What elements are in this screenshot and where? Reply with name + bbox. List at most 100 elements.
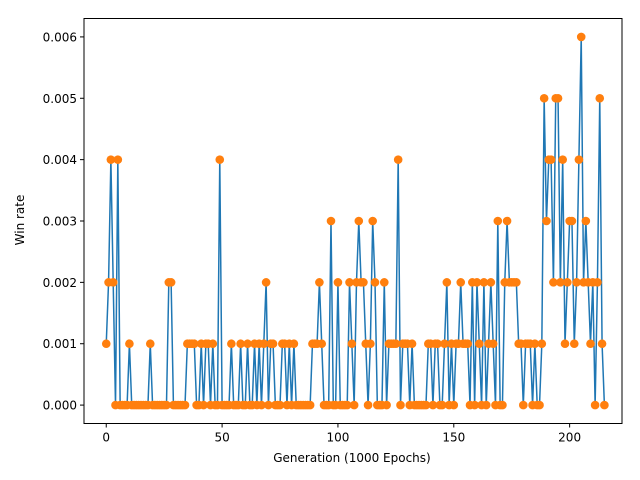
data-point — [512, 278, 521, 287]
x-tick-label: 50 — [214, 431, 229, 445]
data-point — [440, 339, 449, 349]
data-point — [590, 400, 600, 410]
x-tick-label: 150 — [442, 431, 465, 445]
data-point — [354, 216, 364, 226]
data-point — [558, 155, 567, 164]
data-point — [581, 216, 591, 226]
data-point — [421, 400, 431, 410]
data-point — [574, 155, 584, 164]
data-point — [315, 278, 324, 287]
data-point — [236, 339, 245, 349]
data-point — [215, 155, 225, 164]
data-point — [456, 278, 466, 287]
data-point — [382, 400, 391, 410]
data-point — [433, 339, 442, 349]
data-point — [481, 400, 491, 410]
y-tick-label: 0.002 — [43, 276, 77, 290]
data-point — [391, 339, 401, 349]
data-point — [472, 278, 482, 287]
data-point — [145, 339, 155, 349]
data-point — [268, 339, 278, 349]
data-point — [576, 32, 586, 42]
data-point — [597, 339, 607, 349]
data-point — [546, 155, 556, 164]
data-point — [407, 339, 417, 349]
data-point — [542, 216, 551, 226]
data-point — [370, 278, 380, 287]
data-point — [498, 400, 507, 410]
data-point — [493, 216, 503, 226]
x-tick-label: 200 — [558, 431, 581, 445]
y-axis-title: Win rate — [13, 195, 27, 246]
x-tick-label: 0 — [102, 431, 110, 445]
data-point — [396, 400, 405, 410]
data-point — [326, 216, 336, 226]
data-point — [366, 339, 375, 349]
y-tick-label: 0.004 — [43, 153, 77, 167]
x-tick-label: 100 — [326, 431, 349, 445]
data-point — [556, 278, 565, 287]
data-point — [349, 400, 359, 410]
data-point — [166, 278, 176, 287]
data-point — [162, 400, 171, 410]
plot-frame — [83, 18, 623, 424]
data-point — [359, 278, 368, 287]
data-point — [345, 278, 354, 287]
data-point — [113, 155, 123, 164]
data-point — [227, 339, 236, 349]
data-point — [243, 339, 252, 349]
data-point — [368, 216, 377, 226]
data-point — [199, 400, 208, 410]
data-point — [502, 216, 512, 226]
data-point — [535, 400, 544, 410]
data-point — [317, 339, 327, 349]
y-tick-label: 0.005 — [43, 92, 77, 106]
data-point — [486, 278, 496, 287]
data-point — [595, 93, 605, 103]
data-point — [442, 278, 452, 287]
data-point — [449, 400, 459, 410]
data-point — [189, 339, 199, 349]
plot-area — [101, 32, 609, 410]
data-point — [275, 400, 285, 410]
data-point — [549, 278, 558, 287]
data-point — [305, 400, 315, 410]
data-point — [342, 400, 352, 410]
data-point — [530, 339, 540, 349]
data-point — [470, 400, 479, 410]
data-point — [569, 339, 579, 349]
data-point — [563, 278, 572, 287]
data-point — [379, 278, 389, 287]
data-point — [347, 339, 357, 349]
data-point — [259, 339, 269, 349]
data-point — [437, 400, 447, 410]
data-point — [264, 400, 273, 410]
data-point — [479, 278, 489, 287]
data-point — [519, 400, 528, 410]
data-point — [488, 339, 498, 349]
y-tick-label: 0.001 — [43, 337, 77, 351]
x-axis-title: Generation (1000 Epochs) — [273, 451, 430, 465]
data-point — [539, 93, 549, 103]
data-point — [106, 155, 116, 164]
data-point — [208, 339, 218, 349]
data-point — [553, 93, 563, 103]
y-tick-label: 0.003 — [43, 215, 77, 229]
data-point — [428, 400, 438, 410]
data-point — [125, 339, 134, 349]
data-point — [572, 278, 581, 287]
data-point — [586, 339, 595, 349]
data-point — [108, 278, 118, 287]
data-point — [261, 278, 271, 287]
data-point — [257, 400, 266, 410]
y-axis: 0.000 0.001 0.002 0.003 0.004 0.005 0.006 — [43, 30, 84, 413]
x-axis: 0 50 100 150 200 — [102, 423, 581, 445]
data-point — [333, 278, 343, 287]
data-point — [101, 339, 111, 349]
data-point — [289, 339, 299, 349]
data-point — [363, 400, 373, 410]
data-point — [463, 339, 472, 349]
data-point — [180, 400, 190, 410]
